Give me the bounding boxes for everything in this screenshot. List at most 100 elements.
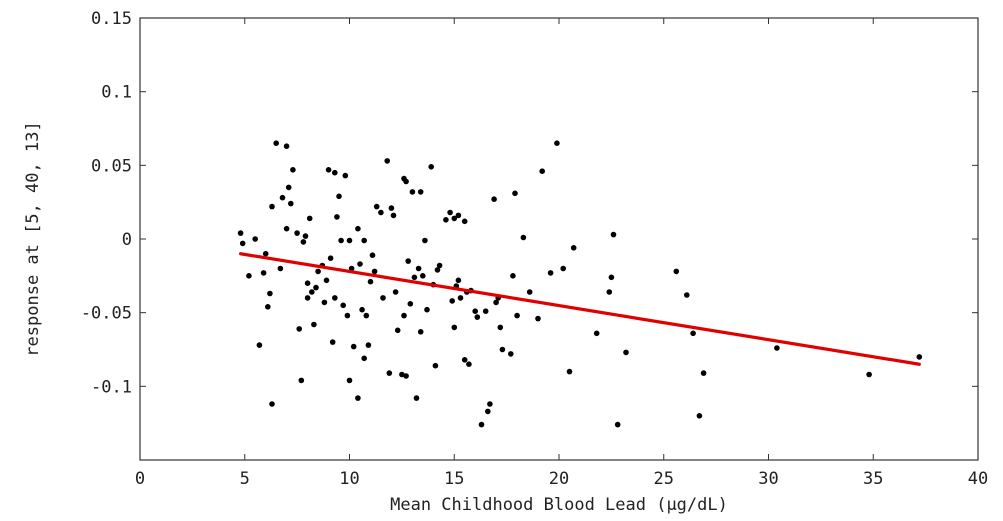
data-point xyxy=(673,268,680,275)
data-point xyxy=(451,215,458,222)
data-point xyxy=(526,289,533,295)
data-point xyxy=(355,225,361,232)
data-point xyxy=(403,373,409,379)
x-tick-label: 5 xyxy=(240,469,250,489)
data-points xyxy=(237,140,923,428)
data-point xyxy=(684,292,690,298)
data-point xyxy=(415,265,422,272)
data-point xyxy=(361,355,368,362)
x-tick-label: 15 xyxy=(444,469,464,489)
data-point xyxy=(344,312,351,319)
y-tick-label: 0 xyxy=(122,230,132,250)
axis-ticks xyxy=(139,17,979,460)
data-point xyxy=(285,184,292,191)
data-point xyxy=(277,265,284,272)
data-point xyxy=(539,168,545,174)
data-point xyxy=(355,395,361,401)
data-point xyxy=(392,289,399,295)
plot-area xyxy=(139,17,979,461)
data-point xyxy=(267,290,273,297)
data-point xyxy=(237,230,244,236)
data-point xyxy=(283,143,290,149)
data-point xyxy=(485,408,491,415)
y-tick-label: -0.05 xyxy=(81,304,132,324)
data-point xyxy=(334,214,340,220)
data-point xyxy=(411,274,418,281)
data-point xyxy=(508,351,514,357)
x-tick-label: 35 xyxy=(863,469,883,489)
data-point xyxy=(386,370,393,376)
data-point xyxy=(338,237,344,244)
y-tick-label: -0.1 xyxy=(91,377,132,397)
data-point xyxy=(407,301,414,307)
data-point xyxy=(384,158,391,164)
data-point xyxy=(363,312,370,319)
data-point xyxy=(690,330,696,337)
data-point xyxy=(399,371,405,378)
data-point xyxy=(340,302,347,309)
y-tick-label: 0.05 xyxy=(91,156,132,176)
data-point xyxy=(373,203,380,210)
data-point xyxy=(436,262,443,269)
data-point xyxy=(512,190,518,197)
data-point xyxy=(432,362,439,369)
data-point xyxy=(342,172,349,179)
data-point xyxy=(294,230,300,236)
data-point xyxy=(304,280,311,287)
data-point xyxy=(394,327,401,334)
regression-line xyxy=(238,252,921,366)
data-point xyxy=(378,209,384,216)
data-point xyxy=(916,354,923,360)
data-point xyxy=(449,298,456,304)
data-point xyxy=(350,343,357,350)
x-axis-label: Mean Childhood Blood Lead (μg/dL) xyxy=(390,495,728,515)
data-point xyxy=(403,178,409,185)
data-point xyxy=(420,273,426,279)
data-point xyxy=(466,361,472,368)
data-point xyxy=(265,304,271,310)
data-point xyxy=(323,277,330,284)
data-point xyxy=(390,212,397,219)
data-point xyxy=(614,421,621,428)
data-point xyxy=(606,289,613,295)
data-point xyxy=(422,237,428,244)
data-point xyxy=(401,312,407,319)
data-point xyxy=(478,421,485,428)
data-point xyxy=(365,342,372,348)
data-point xyxy=(260,270,267,276)
data-point xyxy=(520,234,527,241)
data-point xyxy=(306,215,313,222)
data-point xyxy=(367,278,374,285)
data-point xyxy=(304,295,311,301)
data-point xyxy=(327,255,334,261)
data-point xyxy=(700,370,707,376)
data-point xyxy=(311,321,317,328)
data-point xyxy=(302,233,309,239)
data-point xyxy=(443,217,449,223)
data-point xyxy=(325,167,332,173)
data-point xyxy=(346,237,353,244)
x-tick-label: 30 xyxy=(758,469,778,489)
data-point xyxy=(451,324,458,331)
data-point xyxy=(461,218,468,225)
data-point xyxy=(491,196,497,202)
data-point xyxy=(514,312,520,319)
data-point xyxy=(554,140,560,146)
data-point xyxy=(482,308,489,315)
data-point xyxy=(283,225,290,232)
y-tick-label: 0.15 xyxy=(91,9,132,29)
data-point xyxy=(332,295,338,301)
data-point xyxy=(434,267,441,273)
data-point xyxy=(309,289,315,295)
data-point xyxy=(417,329,424,335)
data-point xyxy=(369,252,376,258)
data-point xyxy=(361,237,368,244)
data-point xyxy=(380,295,386,301)
data-point xyxy=(262,250,269,257)
x-tick-label: 0 xyxy=(135,469,145,489)
data-point xyxy=(359,306,365,313)
data-point xyxy=(329,339,336,345)
data-point xyxy=(336,193,342,200)
